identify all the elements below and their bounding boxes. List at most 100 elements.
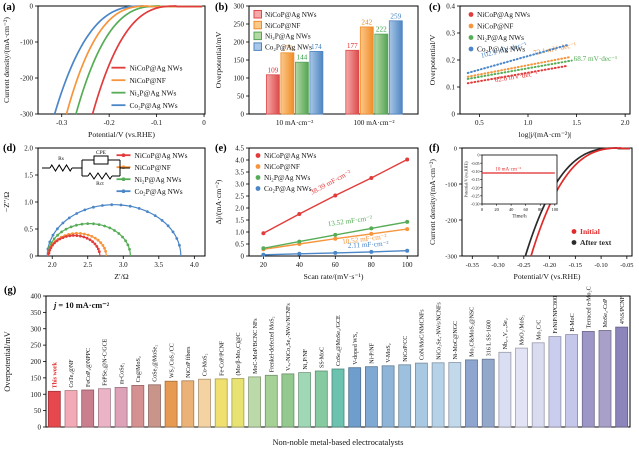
svg-text:V-doped WS₂: V-doped WS₂ <box>353 332 359 365</box>
svg-text:Initial: Initial <box>580 227 600 236</box>
svg-text:Current density/(mA·cm⁻²): Current density/(mA·cm⁻²) <box>2 17 11 103</box>
svg-text:0.5: 0.5 <box>24 226 33 234</box>
svg-text:-0.30: -0.30 <box>491 262 504 269</box>
svg-text:4.0: 4.0 <box>235 157 244 165</box>
panel-g-label: (g) <box>4 285 17 296</box>
svg-text:CPE: CPE <box>96 150 107 156</box>
svg-text:Ni₂P@Ag NWs: Ni₂P@Ag NWs <box>264 173 311 182</box>
svg-text:150: 150 <box>234 57 245 65</box>
svg-text:40: 40 <box>296 261 304 269</box>
svg-text:m-CoSe₂: m-CoSe₂ <box>119 363 125 385</box>
svg-text:NiCoP@Ag NWs: NiCoP@Ag NWs <box>129 63 182 72</box>
svg-text:-0.20: -0.20 <box>543 262 556 269</box>
svg-text:4.5: 4.5 <box>235 145 244 153</box>
svg-text:Overpotential/mV: Overpotential/mV <box>3 331 12 391</box>
svg-text:0: 0 <box>38 424 42 432</box>
svg-text:1.5: 1.5 <box>24 172 33 180</box>
svg-text:-0.1: -0.1 <box>151 119 163 127</box>
svg-text:316 L SS-1600: 316 L SS-1600 <box>486 320 492 356</box>
svg-text:FeNiP/NPC800: FeNiP/NPC800 <box>553 296 559 334</box>
svg-text:109: 109 <box>267 66 278 74</box>
svg-text:FeCoP₂@NPPC: FeCoP₂@NPPC <box>86 348 92 387</box>
panel-c: 0.5 1.0 1.5 2.0 0 0.1 0.2 0.3 0.4 log|j/(mA·cm⁻²)… <box>427 1 638 141</box>
svg-text:Fe-CoP/PCNF: Fe-CoP/PCNF <box>219 340 225 376</box>
svg-text:Scan rate/(mV·s⁻¹): Scan rate/(mV·s⁻¹) <box>304 272 364 281</box>
svg-text:Ni₂P@Ag NWs: Ni₂P@Ag NWs <box>477 33 524 42</box>
svg-text:Potential/V (vs.RHE): Potential/V (vs.RHE) <box>464 161 469 198</box>
svg-text:60: 60 <box>523 207 528 212</box>
svg-text:1.5: 1.5 <box>572 119 581 127</box>
svg-text:MoC-MoP/BCNC NFs: MoC-MoP/BCNC NFs <box>253 318 259 374</box>
svg-text:-0.15: -0.15 <box>471 177 479 182</box>
svg-text:-0.3: -0.3 <box>56 119 68 127</box>
svg-text:-0.30: -0.30 <box>471 202 479 207</box>
svg-text:FePSe₃@N-C/GCE: FePSe₃@N-C/GCE <box>103 338 109 385</box>
svg-text:20: 20 <box>260 261 268 269</box>
svg-text:3.5: 3.5 <box>235 169 244 177</box>
svg-text:0.4: 0.4 <box>446 3 455 11</box>
panel-b-label: (b) <box>215 2 228 13</box>
svg-text:0: 0 <box>241 253 245 261</box>
svg-text:40: 40 <box>509 207 514 212</box>
svg-text:100 mA·cm⁻²: 100 mA·cm⁻² <box>354 118 396 127</box>
svg-text:3.0: 3.0 <box>119 261 128 269</box>
panel-c-label: (c) <box>429 2 441 13</box>
svg-text:NiCoP/CC: NiCoP/CC <box>403 336 409 362</box>
svg-text:−Z″/Ω: −Z″/Ω <box>2 192 11 213</box>
svg-text:SS-MoC: SS-MoC <box>320 347 326 368</box>
panel-b-chart: 0 50 100 150 200 250 300 Overpotential/mV 10 mA·… <box>214 3 419 127</box>
svg-text:68.7 mV·dec⁻¹: 68.7 mV·dec⁻¹ <box>574 55 617 63</box>
panel-d-chart: 2.0 2.5 3.0 3.5 4.0 0 0.5 1.0 1.5 2.0 Z′/Ω −Z″/Ω NiC… <box>2 145 206 281</box>
svg-text:10 mA·cm⁻²: 10 mA·cm⁻² <box>276 118 314 127</box>
svg-text:Ni-MoC@NGC: Ni-MoC@NGC <box>453 321 459 360</box>
panel-d-label: (d) <box>3 143 16 154</box>
svg-text:200: 200 <box>31 358 42 366</box>
panel-f: -0.35 -0.30 -0.25 -0.20 -0.15 -0.10 -0.05 0 -100… <box>427 142 638 283</box>
svg-text:177: 177 <box>347 42 358 50</box>
svg-text:NiCoP@NF: NiCoP@NF <box>134 163 170 172</box>
svg-text:0: 0 <box>30 3 34 11</box>
svg-text:Ni₂P@Ag NWs: Ni₂P@Ag NWs <box>265 33 311 41</box>
panel-e: 20 40 60 80 100 0 0.5 1.0 1.5 2.0 2.5 3.0 3.5 4.0 4.5 S… <box>213 142 424 283</box>
svg-text:NiCoP@Ag NWs: NiCoP@Ag NWs <box>134 151 187 160</box>
panel-f-chart: -0.35 -0.30 -0.25 -0.20 -0.15 -0.10 -0.05 0 -100… <box>428 146 634 282</box>
svg-text:2.0: 2.0 <box>48 261 57 269</box>
svg-text:Frenkel-defected MoS₂: Frenkel-defected MoS₂ <box>268 316 275 372</box>
svg-text:NiCoP@Ag NWs: NiCoP@Ag NWs <box>265 11 317 19</box>
svg-text:Co-MoS₂: Co-MoS₂ <box>203 353 209 376</box>
svg-text:NiCoP@NF: NiCoP@NF <box>129 76 165 85</box>
svg-text:log|j/(mA·cm⁻²)|: log|j/(mA·cm⁻²)| <box>519 130 572 139</box>
svg-text:Current density/(mA·cm⁻²): Current density/(mA·cm⁻²) <box>428 159 437 245</box>
svg-text:Nb₀.₅V₀.₅Se₂: Nb₀.₅V₀.₅Se₂ <box>503 318 509 349</box>
svg-text:1.0: 1.0 <box>24 199 33 207</box>
svg-text:50: 50 <box>237 93 245 101</box>
svg-text:2.5: 2.5 <box>83 261 92 269</box>
svg-text:100: 100 <box>551 207 559 212</box>
svg-text:Co₂P@Ag NWs: Co₂P@Ag NWs <box>129 101 177 110</box>
svg-text:V-MoS₂: V-MoS₂ <box>386 343 392 363</box>
svg-text:Ni₂P/NF: Ni₂P/NF <box>303 348 309 369</box>
svg-text:200: 200 <box>234 39 245 47</box>
svg-text:Rs: Rs <box>58 156 64 162</box>
svg-text:-0.25: -0.25 <box>471 193 479 198</box>
svg-text:259: 259 <box>390 12 401 20</box>
svg-text:Cu@MoS₂: Cu@MoS₂ <box>136 356 142 382</box>
svg-text:NiCoP@Ag NWs: NiCoP@Ag NWs <box>264 151 316 160</box>
svg-text:4%S/PCNF: 4%S/PCNF <box>620 295 626 324</box>
svg-text:NiCoP@NF: NiCoP@NF <box>477 22 513 31</box>
svg-text:CoSe₂@MoSe₂: CoSe₂@MoSe₂ <box>153 345 159 382</box>
panel-a-label: (a) <box>3 2 16 13</box>
svg-text:Time/h: Time/h <box>512 215 527 220</box>
svg-text:-300: -300 <box>445 254 457 261</box>
svg-text:-0.2: -0.2 <box>104 119 116 127</box>
svg-text:Mo₂C&MoS₂@NSC: Mo₂C&MoS₂@NSC <box>470 307 476 357</box>
svg-text:170: 170 <box>282 44 293 52</box>
svg-text:80: 80 <box>538 207 543 212</box>
panel-e-label: (e) <box>215 143 227 154</box>
svg-text:0: 0 <box>452 111 456 119</box>
svg-text:20: 20 <box>494 207 499 212</box>
svg-text:Non-noble metal-based electroc: Non-noble metal-based electrocatalysts <box>273 438 404 447</box>
svg-text:1.0: 1.0 <box>524 119 533 127</box>
svg-text:Ni₂P@Ag NWs: Ni₂P@Ag NWs <box>134 175 181 184</box>
panel-a-chart: -0.3 -0.2 -0.1 0 0 -100 -200 -300 Potential/V (v… <box>2 3 206 140</box>
